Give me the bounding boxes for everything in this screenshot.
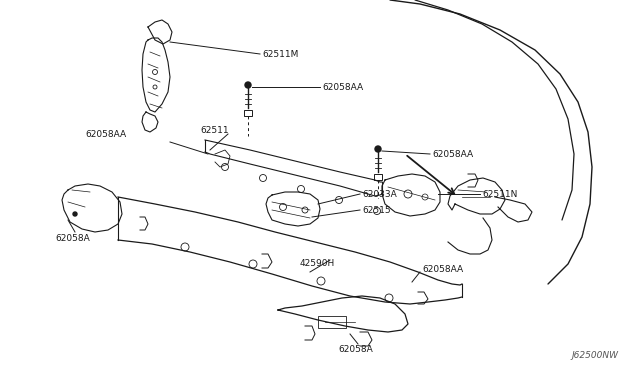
Bar <box>244 110 252 116</box>
Text: 62515: 62515 <box>362 205 390 215</box>
Text: 62511: 62511 <box>200 125 228 135</box>
Text: 62033A: 62033A <box>362 189 397 199</box>
Text: 62511M: 62511M <box>262 49 298 58</box>
Text: 62058A: 62058A <box>338 346 372 355</box>
Text: 62058AA: 62058AA <box>422 266 463 275</box>
Text: 62058AA: 62058AA <box>322 83 363 92</box>
Bar <box>318 316 346 328</box>
Circle shape <box>73 212 77 216</box>
Circle shape <box>375 146 381 152</box>
Text: 62058AA: 62058AA <box>85 129 126 138</box>
Bar <box>374 174 382 180</box>
Text: 62511N: 62511N <box>482 189 517 199</box>
Text: 62058AA: 62058AA <box>432 150 473 158</box>
Text: 42590H: 42590H <box>300 260 335 269</box>
Text: J62500NW: J62500NW <box>571 351 618 360</box>
Text: 62058A: 62058A <box>55 234 90 243</box>
Circle shape <box>245 82 251 88</box>
